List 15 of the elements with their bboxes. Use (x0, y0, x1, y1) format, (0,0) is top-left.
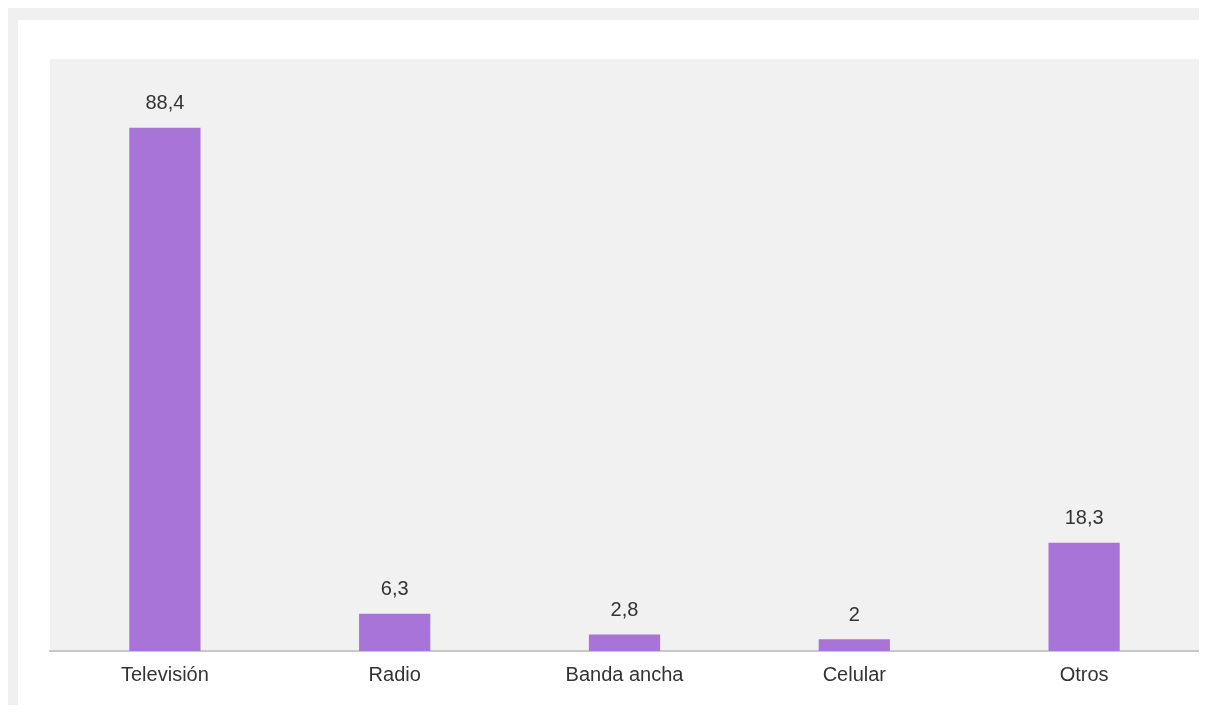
x-tick-label: Banda ancha (565, 662, 685, 685)
x-tick-label: Otros (1059, 662, 1109, 685)
bar (818, 639, 890, 651)
x-tick-label: Radio (368, 662, 421, 685)
data-label: 2 (848, 602, 860, 625)
data-label: 6,3 (380, 577, 409, 600)
x-tick-label: Televisión (120, 662, 209, 685)
bar (129, 127, 201, 651)
data-label: 18,3 (1064, 506, 1104, 529)
data-label: 88,4 (145, 91, 185, 114)
data-label: 2,8 (610, 597, 639, 620)
x-tick-label: Celular (822, 662, 887, 685)
bar (1048, 542, 1120, 651)
bar (359, 613, 431, 651)
bar (588, 634, 661, 651)
